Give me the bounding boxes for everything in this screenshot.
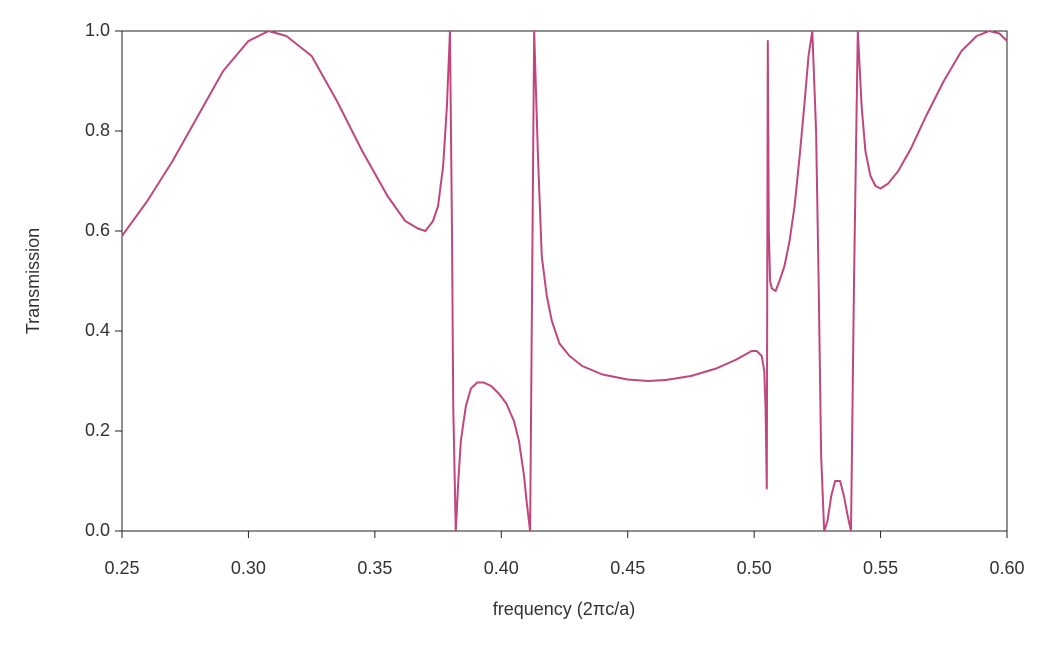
x-tick-label: 0.30 <box>231 558 266 578</box>
y-axis-label: Transmission <box>23 228 43 334</box>
plot-frame <box>121 30 1008 532</box>
x-tick-label: 0.60 <box>989 558 1024 578</box>
x-tick-label: 0.50 <box>737 558 772 578</box>
y-tick-label: 0.2 <box>85 420 110 440</box>
transmission-line <box>121 30 1008 532</box>
x-tick-label: 0.35 <box>357 558 392 578</box>
x-axis-label: frequency (2πc/a) <box>493 599 635 619</box>
y-tick-label: 0.4 <box>85 320 110 340</box>
y-tick-label: 0.6 <box>85 220 110 240</box>
y-tick-label: 0.0 <box>85 520 110 540</box>
x-tick-label: 0.45 <box>610 558 645 578</box>
x-tick-label: 0.40 <box>484 558 519 578</box>
x-tick-label: 0.55 <box>863 558 898 578</box>
y-tick-label: 1.0 <box>85 20 110 40</box>
y-tick-label: 0.8 <box>85 120 110 140</box>
x-tick-label: 0.25 <box>104 558 139 578</box>
